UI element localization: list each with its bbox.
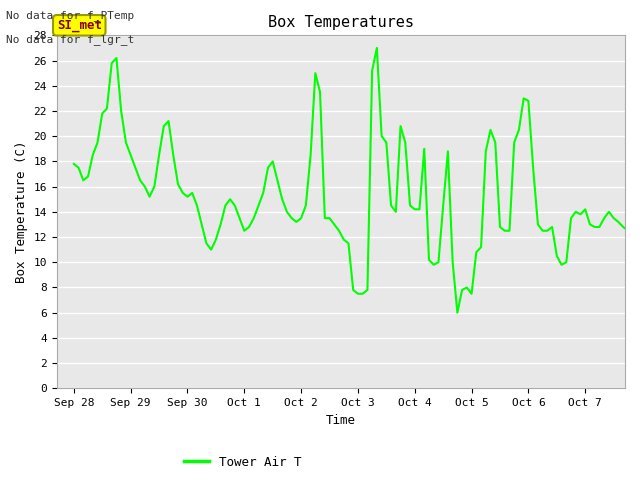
Text: No data for f_PTemp: No data for f_PTemp [6,10,134,21]
Text: SI_met: SI_met [57,19,102,32]
Text: No data for f_lgr_t: No data for f_lgr_t [6,34,134,45]
Y-axis label: Box Temperature (C): Box Temperature (C) [15,141,28,283]
Title: Box Temperatures: Box Temperatures [268,15,414,30]
X-axis label: Time: Time [326,414,356,427]
Legend: Tower Air T: Tower Air T [179,451,307,474]
